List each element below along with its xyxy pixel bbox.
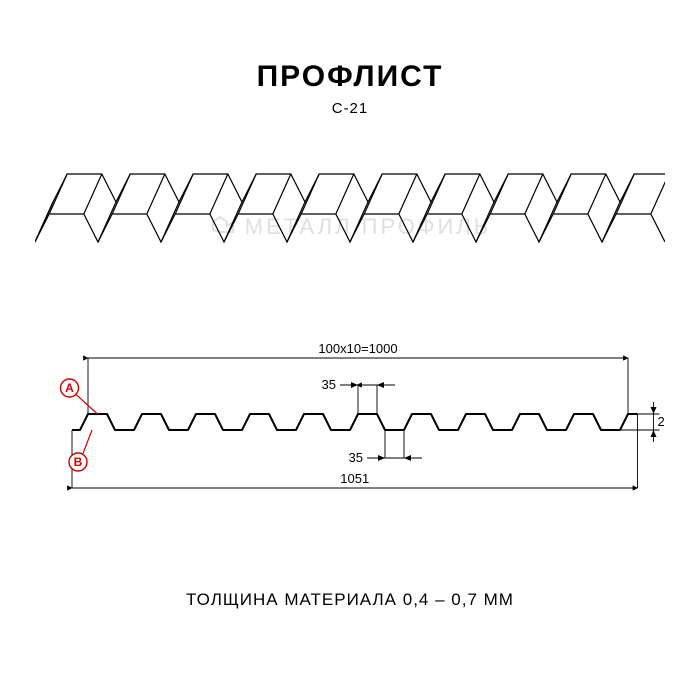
- svg-text:35: 35: [349, 450, 363, 465]
- svg-text:100х10=1000: 100х10=1000: [318, 341, 397, 356]
- perspective-diagram: [35, 150, 665, 280]
- page-title: ПРОФЛИСТ: [0, 60, 700, 94]
- page-subtitle: С-21: [0, 100, 700, 117]
- page: ПРОФЛИСТ С-21 МЕТАЛЛ ПРОФИЛЬ 100х10=1000…: [0, 0, 700, 700]
- svg-text:B: B: [74, 455, 83, 469]
- svg-text:A: A: [65, 381, 74, 395]
- thickness-note: ТОЛЩИНА МАТЕРИАЛА 0,4 – 0,7 ММ: [0, 590, 700, 610]
- svg-text:21: 21: [658, 414, 666, 429]
- cross-section-diagram: 100х10=1000 35 35 1051 21 A B: [35, 330, 665, 510]
- svg-text:35: 35: [322, 377, 336, 392]
- svg-text:1051: 1051: [340, 471, 369, 486]
